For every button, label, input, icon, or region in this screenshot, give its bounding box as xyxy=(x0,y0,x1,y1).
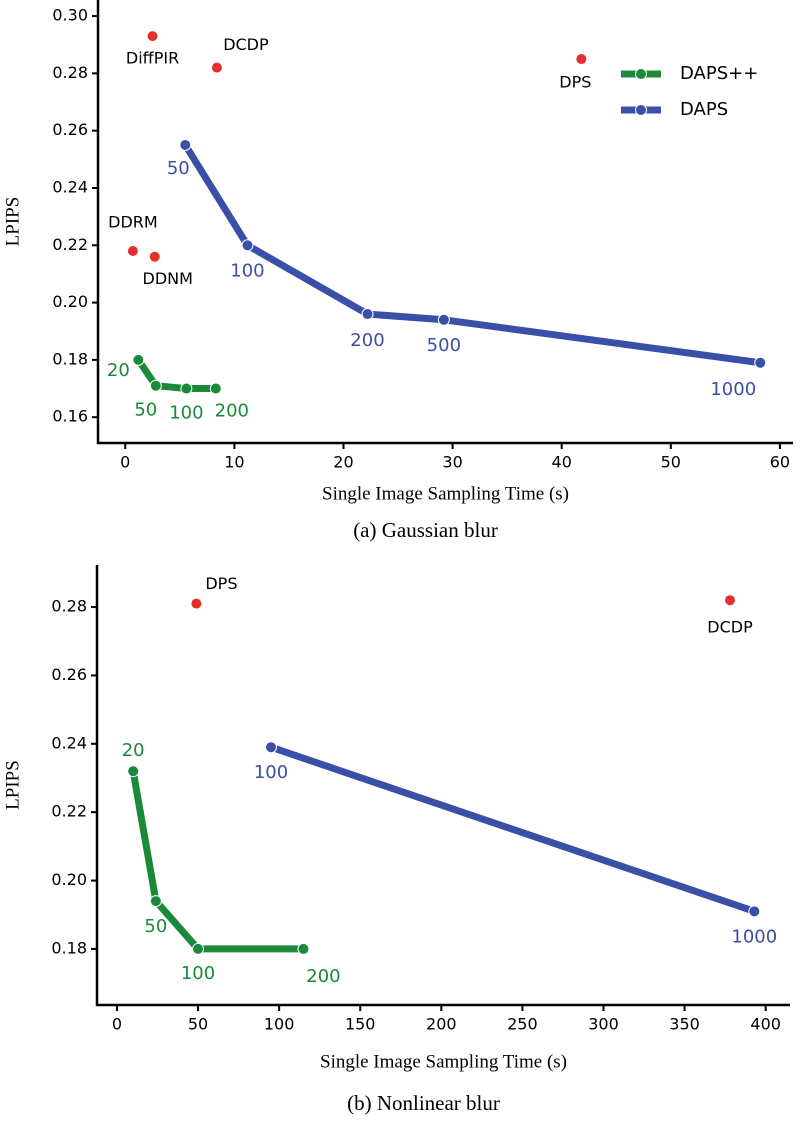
point-label: 100 xyxy=(230,260,264,281)
marker xyxy=(180,382,193,395)
x-axis-title: Single Image Sampling Time (s) xyxy=(320,1051,567,1072)
legend-marker xyxy=(635,68,647,80)
point-label: 200 xyxy=(215,401,249,422)
point-label: DDRM xyxy=(108,213,158,232)
point-label: 50 xyxy=(134,400,157,421)
point xyxy=(576,54,587,65)
marker xyxy=(192,942,205,955)
point-label: DDNM xyxy=(143,269,193,288)
x-tick-label: 200 xyxy=(426,1015,457,1034)
x-tick-label: 0 xyxy=(120,453,130,472)
y-tick-label: 0.20 xyxy=(52,292,88,311)
marker xyxy=(437,313,450,326)
point-label: 20 xyxy=(122,740,145,761)
point xyxy=(147,31,158,42)
point xyxy=(191,598,202,609)
point-label: DCDP xyxy=(223,35,269,54)
point xyxy=(149,251,160,262)
marker xyxy=(265,741,278,754)
y-tick-label: 0.22 xyxy=(52,235,88,254)
x-tick-label: 10 xyxy=(224,453,244,472)
point-label: DiffPIR xyxy=(126,49,179,68)
legend-label: DAPS xyxy=(680,99,728,120)
caption: (a) Gaussian blur xyxy=(353,518,498,542)
point-label: 50 xyxy=(167,158,190,179)
y-tick-label: 0.26 xyxy=(51,665,87,684)
marker xyxy=(149,379,162,392)
y-tick-label: 0.18 xyxy=(51,938,87,957)
x-tick-label: 0 xyxy=(112,1015,122,1034)
y-tick-label: 0.24 xyxy=(52,177,88,196)
point-label: 200 xyxy=(306,966,340,987)
series-line xyxy=(134,356,220,393)
series-line xyxy=(129,767,307,953)
marker xyxy=(361,308,374,321)
y-tick-label: 0.18 xyxy=(52,349,88,368)
point-label: DCDP xyxy=(707,618,753,637)
legend-label: DAPS++ xyxy=(680,63,758,84)
point-label: 100 xyxy=(254,762,288,783)
marker xyxy=(179,138,192,151)
y-tick-label: 0.30 xyxy=(52,6,88,25)
marker xyxy=(241,239,254,252)
point xyxy=(211,62,222,73)
y-tick-label: 0.20 xyxy=(51,870,87,889)
x-tick-label: 60 xyxy=(770,453,790,472)
x-tick-label: 150 xyxy=(345,1015,376,1034)
point xyxy=(127,246,138,257)
point-label: 50 xyxy=(144,916,167,937)
point-label: 20 xyxy=(107,360,130,381)
point-label: 200 xyxy=(350,330,384,351)
x-tick-label: 100 xyxy=(264,1015,295,1034)
series-line xyxy=(267,743,758,915)
y-tick-label: 0.24 xyxy=(51,733,87,752)
y-tick-label: 0.16 xyxy=(52,407,88,426)
x-tick-label: 20 xyxy=(333,453,353,472)
caption: (b) Nonlinear blur xyxy=(347,1091,500,1115)
point-label: DPS xyxy=(559,73,591,92)
series-line xyxy=(181,141,764,367)
y-axis-title: LPIPS xyxy=(2,197,23,247)
marker xyxy=(209,382,222,395)
x-tick-label: 250 xyxy=(507,1015,538,1034)
point-label: 1000 xyxy=(731,926,777,947)
point xyxy=(724,595,735,606)
point-label: DPS xyxy=(205,574,237,593)
y-tick-label: 0.28 xyxy=(51,597,87,616)
x-tick-label: 40 xyxy=(552,453,572,472)
y-tick-label: 0.28 xyxy=(52,63,88,82)
point-label: 1000 xyxy=(710,379,756,400)
marker xyxy=(149,895,162,908)
x-tick-label: 50 xyxy=(188,1015,208,1034)
marker xyxy=(297,942,310,955)
point-label: 100 xyxy=(181,963,215,984)
marker xyxy=(748,905,761,918)
x-tick-label: 50 xyxy=(661,453,681,472)
x-tick-label: 30 xyxy=(442,453,462,472)
legend-marker xyxy=(635,104,647,116)
point-label: 100 xyxy=(169,403,203,424)
y-tick-label: 0.22 xyxy=(51,802,87,821)
x-tick-label: 300 xyxy=(588,1015,619,1034)
y-axis-title: LPIPS xyxy=(2,760,23,810)
marker xyxy=(127,765,140,778)
marker xyxy=(754,356,767,369)
point-label: 500 xyxy=(427,335,461,356)
marker xyxy=(132,353,145,366)
x-tick-label: 400 xyxy=(750,1015,781,1034)
y-tick-label: 0.26 xyxy=(52,120,88,139)
x-tick-label: 350 xyxy=(669,1015,700,1034)
x-axis-title: Single Image Sampling Time (s) xyxy=(322,483,569,504)
